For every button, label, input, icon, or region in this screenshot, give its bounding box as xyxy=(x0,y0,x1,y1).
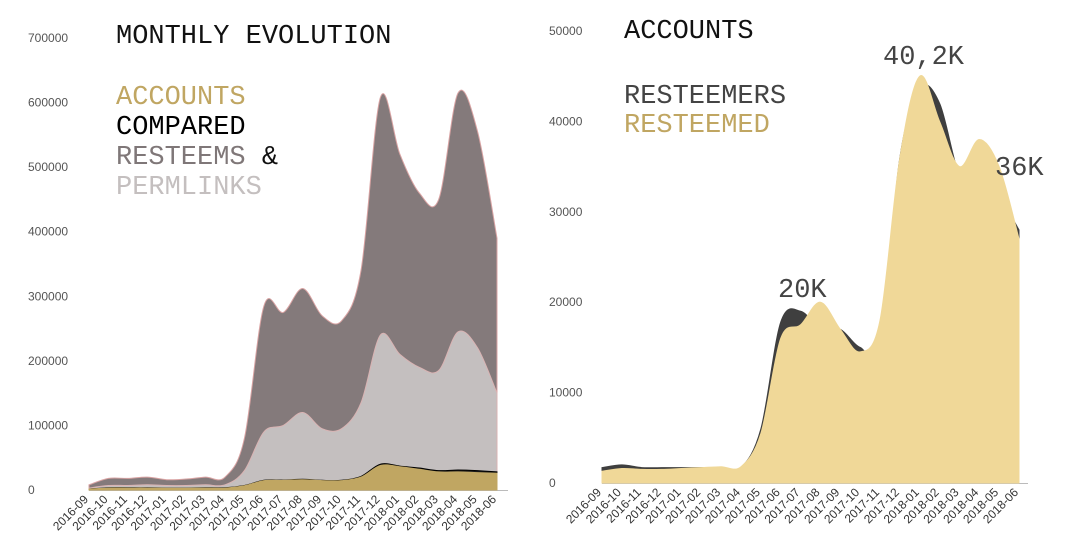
y-tick-label: 100000 xyxy=(28,418,68,432)
chart-title: MONTHLY EVOLUTION xyxy=(116,22,391,52)
y-tick-label: 0 xyxy=(549,476,556,490)
y-tick-label: 50000 xyxy=(549,24,583,38)
y-tick-label: 300000 xyxy=(28,289,68,303)
annotation-label: 20K xyxy=(778,276,827,306)
y-tick-label: 200000 xyxy=(28,354,68,368)
right-chart: 010000200003000040000500002016-092016-10… xyxy=(549,17,1044,526)
left-chart: 0 100000 200000 300000 400000 500000 600000 700… xyxy=(28,22,508,533)
y-tick-label: 400000 xyxy=(28,225,68,239)
y-tick-label: 600000 xyxy=(28,96,68,110)
legend-entry: RESTEEMS & xyxy=(116,143,278,173)
y-tick-label: 500000 xyxy=(28,160,68,174)
legend-entry: RESTEEMERS xyxy=(624,82,786,112)
y-tick-label: 0 xyxy=(28,483,35,497)
legend-entry: RESTEEMED xyxy=(624,111,770,141)
annotation-label: 40,2K xyxy=(883,43,965,73)
legend-entry: ACCOUNTS xyxy=(116,83,246,113)
y-tick-label: 40000 xyxy=(549,114,583,128)
series-area-accounts xyxy=(88,464,498,491)
chart-title: ACCOUNTS xyxy=(624,17,754,47)
annotation-label: 36K xyxy=(995,154,1044,184)
series-area-resteemed xyxy=(601,75,1020,484)
y-tick-label: 30000 xyxy=(549,205,583,219)
series-area-permlinks xyxy=(88,330,498,491)
legend-entry: PERMLINKS xyxy=(116,173,262,203)
y-tick-label: 10000 xyxy=(549,386,583,400)
y-tick-label: 700000 xyxy=(28,31,68,45)
legend-entry: COMPARED xyxy=(116,113,246,143)
y-tick-label: 20000 xyxy=(549,295,583,309)
